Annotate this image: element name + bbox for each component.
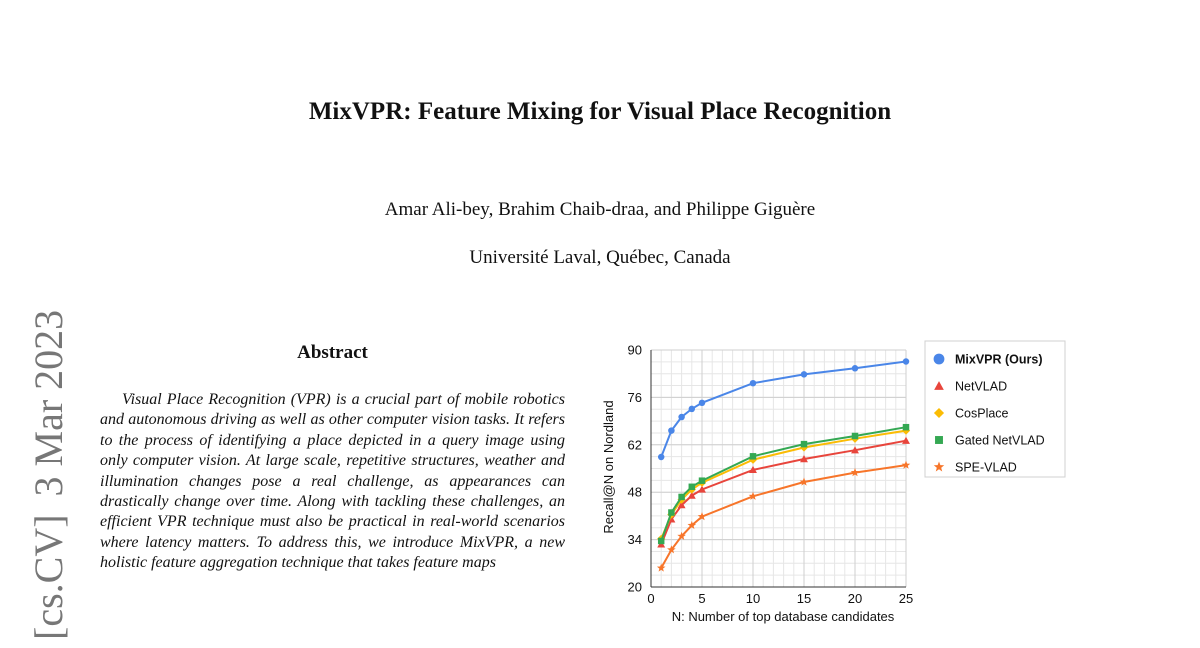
legend-box [924,340,1066,478]
data-point [749,465,757,474]
data-point [749,379,757,387]
data-point [698,485,706,493]
legend-entry: Gated NetVLAD [955,434,1045,448]
data-point [850,468,860,477]
x-tick-label: 0 [647,591,654,606]
data-point [688,483,696,491]
abstract-text: Visual Place Recognition (VPR) is a cruc… [100,391,565,572]
chart-ticks: 0 5 10 15 20 25 20 34 48 62 76 90 [628,343,914,607]
data-point [748,455,758,464]
abstract-heading: Abstract [297,342,368,363]
chart-grid [650,349,907,588]
data-point [667,545,676,554]
legend-entry: NetVLAD [955,380,1007,394]
paper-authors: Amar Ali-bey, Brahim Chaib-draa, and Phi… [384,199,816,220]
chart-axes [650,350,906,588]
paper-affiliation: Université Laval, Québec, Canada [469,247,731,268]
data-point [656,563,666,572]
data-point [749,453,757,460]
data-point [687,520,697,530]
data-point [668,427,675,434]
y-tick-label: 20 [628,580,642,595]
data-point [799,477,809,486]
chart-legend: MixVPR (Ours) NetVLAD CosPlace Gated NetVLA… [924,340,1066,478]
recall-chart: 0 5 10 15 20 25 20 34 48 62 76 90 N: Number of top … [595,335,1075,635]
data-point [851,365,859,372]
legend-marker [935,436,943,444]
data-point [800,455,808,463]
y-tick-label: 76 [628,390,642,405]
data-point [687,491,696,499]
legend-marker [933,461,945,472]
data-point [851,432,859,440]
data-point [800,440,808,448]
x-tick-label: 10 [746,591,760,606]
x-tick-label: 15 [797,591,811,606]
data-point [902,436,910,444]
x-axis-label: N: Number of top database candidates [672,609,895,624]
y-tick-label: 62 [628,437,642,452]
legend-entry: MixVPR (Ours) [955,353,1043,367]
arxiv-identifier: [cs.CV] 3 Mar 2023 [26,310,72,640]
legend-marker [933,353,945,365]
y-tick-label: 90 [628,343,642,358]
series-gated-netvlad [657,423,910,545]
data-point [698,399,706,407]
data-point [800,371,808,378]
series-spe-vlad [656,460,911,572]
data-point [901,460,911,469]
data-point [657,537,665,545]
data-point [698,477,706,484]
legend-marker [934,381,944,390]
y-tick-label: 34 [628,532,642,547]
x-tick-label: 25 [899,591,913,606]
data-point [668,509,675,516]
legend-entry: SPE-VLAD [955,461,1017,475]
y-tick-label: 48 [628,485,642,500]
chart-series [656,358,911,572]
data-point [688,405,696,413]
arxiv-date: 3 Mar 2023 [26,309,71,497]
data-point [902,423,910,431]
paper-title: MixVPR: Feature Mixing for Visual Place … [308,98,892,125]
data-point [748,491,758,500]
data-point [697,512,707,521]
data-point [677,501,686,509]
x-tick-label: 5 [698,591,705,606]
data-point [902,358,910,365]
recall-chart-svg: 0 5 10 15 20 25 20 34 48 62 76 90 N: Number of top … [601,340,1066,624]
series-mixvpr-ours [657,358,910,461]
arxiv-category: [cs.CV] [26,514,71,640]
legend-entry: CosPlace [955,407,1009,421]
data-point [799,443,809,452]
data-point [678,493,685,501]
data-point [678,413,685,421]
y-axis-label: Recall@N on Nordland [601,400,616,533]
x-tick-label: 20 [848,591,862,606]
data-point [677,531,686,540]
data-point [851,446,859,454]
data-point [657,453,665,461]
